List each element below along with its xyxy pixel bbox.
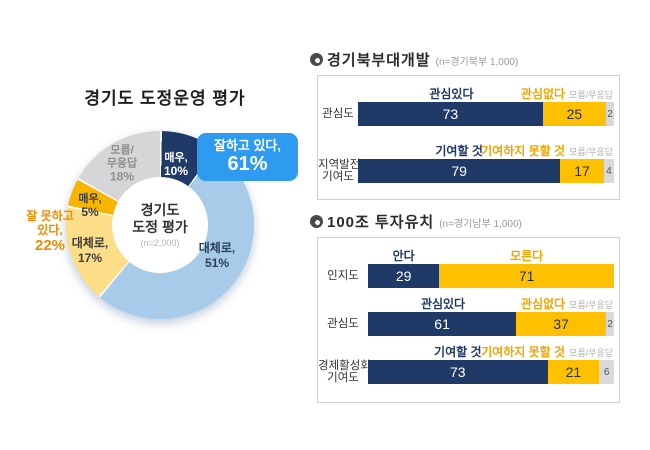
positive-header-label: 기여할 것 [434, 345, 482, 359]
bar-segment-positive: 73 [368, 360, 548, 384]
segment-label-very-positive: 매우, 10% [163, 152, 189, 178]
bar-segment-negative: 71 [439, 264, 614, 288]
segment-label-positive: 대체로, 51% [198, 241, 236, 270]
bar-header: 관심있다 관심없다 모름/무응답 [368, 295, 614, 311]
bar-row: 경제활성화 기여도 기여할 것 기여하지 못할 것 모름/무응답 73 21 6 [318, 343, 614, 384]
bar-value-dontknow: 4 [606, 165, 612, 177]
negative-callout: 잘 못하고 있다, 22% [26, 209, 74, 254]
bar-row: 관심도 관심있다 관심없다 모름/무응답 61 37 2 [318, 295, 614, 336]
stacked-bar: 73 25 2 [358, 102, 614, 126]
chart-title: 경기북부대개발 [327, 52, 431, 69]
bar-segment-dontknow: 2 [606, 102, 614, 126]
bar-value-positive: 61 [434, 316, 450, 332]
bar-value-positive: 73 [442, 106, 459, 122]
bar-row: 지역발전 기여도 기여할 것 기여하지 못할 것 모름/무응답 79 17 4 [318, 142, 614, 183]
segment-label-negative: 대체로, 17% [71, 236, 109, 265]
chart-sample-size: (n=경기북부 1,000) [435, 57, 519, 68]
bullet-icon [310, 53, 323, 66]
bar-segment-dontknow: 2 [606, 312, 614, 336]
positive-header-label: 관심있다 [429, 87, 474, 101]
donut-sample-size: (n=2,000) [140, 238, 180, 248]
bar-value-dontknow: 6 [603, 366, 610, 378]
positive-header-label: 관심있다 [420, 297, 466, 311]
bar-row: 인지도 안다 모른다 29 71 [318, 247, 614, 288]
bar-row-label: 관심도 [322, 108, 354, 120]
bar-segment-positive: 29 [368, 264, 440, 288]
dontknow-header-label: 모름/무응답 [569, 90, 613, 100]
stacked-bar: 73 21 6 [368, 360, 614, 384]
bar-row-label: 관심도 [327, 318, 359, 330]
bar-row-label: 인지도 [327, 270, 359, 282]
bar-value-dontknow: 2 [607, 318, 613, 330]
donut-hole [112, 177, 208, 273]
bar-header: 기여할 것 기여하지 못할 것 모름/무응답 [368, 343, 614, 359]
bar-header: 안다 모른다 [368, 247, 614, 263]
bar-row-label: 경제활성화 기여도 [318, 360, 371, 384]
chart-sample-size: (n=경기남부 1,000) [439, 219, 522, 230]
bullet-icon [310, 215, 323, 228]
chart-box-investment: 인지도 안다 모른다 29 71 관심도 관심있다 [317, 237, 620, 403]
bar-segment-negative: 37 [516, 312, 606, 336]
donut-center-label: 경기도 도정 평가 (n=2,000) [132, 202, 188, 248]
bar-value-negative: 17 [574, 163, 590, 179]
bar-segment-negative: 21 [547, 360, 600, 384]
bar-header: 기여할 것 기여하지 못할 것 모름/무응답 [358, 142, 614, 158]
bar-segment-negative: 17 [560, 159, 604, 183]
bar-segment-positive: 73 [358, 102, 543, 126]
bar-header: 관심있다 관심없다 모름/무응답 [358, 85, 614, 101]
bar-segment-dontknow: 6 [599, 360, 614, 384]
bar-value-dontknow: 2 [607, 108, 613, 120]
dontknow-header-label: 모름/무응답 [569, 147, 613, 157]
positive-header-label: 안다 [392, 249, 415, 263]
bar-value-positive: 79 [451, 163, 467, 179]
donut-title: 경기도 도정운영 평가 [84, 89, 246, 108]
bar-segment-positive: 61 [368, 312, 517, 336]
segment-label-very-negative: 매우, 5% [78, 193, 102, 219]
chart-header-north: 경기북부대개발 (n=경기북부 1,000) [310, 49, 518, 70]
bar-value-positive: 29 [395, 268, 412, 284]
bar-segment-dontknow: 4 [603, 159, 614, 183]
bar-segment-negative: 25 [542, 102, 606, 126]
negative-header-label: 관심없다 [520, 297, 566, 311]
bar-value-negative: 37 [553, 316, 569, 332]
negative-header-label: 모른다 [510, 249, 544, 263]
stacked-bar: 79 17 4 [358, 159, 614, 183]
bar-row: 관심도 관심있다 관심없다 모름/무응답 73 25 2 [318, 85, 614, 126]
positive-header-label: 기여할 것 [435, 144, 483, 158]
bar-segment-positive: 79 [358, 159, 561, 183]
negative-header-label: 관심없다 [520, 87, 566, 101]
dontknow-header-label: 모름/무응답 [569, 300, 613, 310]
bar-value-negative: 71 [518, 268, 535, 284]
stacked-bar: 29 71 [368, 264, 614, 288]
bar-row-label: 지역발전 기여도 [318, 159, 361, 183]
dontknow-header-label: 모름/무응답 [569, 348, 613, 358]
bar-value-negative: 25 [566, 106, 583, 122]
negative-header-label: 기여하지 못할 것 [481, 144, 566, 158]
chart-box-north: 관심도 관심있다 관심없다 모름/무응답 73 25 2 지역발 [317, 75, 620, 200]
stacked-bar: 61 37 2 [368, 312, 614, 336]
bar-value-positive: 73 [450, 364, 466, 380]
segment-label-dontknow: 모름/ 무응답 18% [106, 144, 138, 184]
negative-header-label: 기여하지 못할 것 [481, 345, 566, 359]
chart-title: 100조 투자유치 [327, 214, 435, 231]
chart-header-investment: 100조 투자유치 (n=경기남부 1,000) [310, 211, 522, 232]
bar-value-negative: 21 [565, 364, 582, 380]
positive-callout: 잘하고 있다, 61% [197, 133, 298, 181]
